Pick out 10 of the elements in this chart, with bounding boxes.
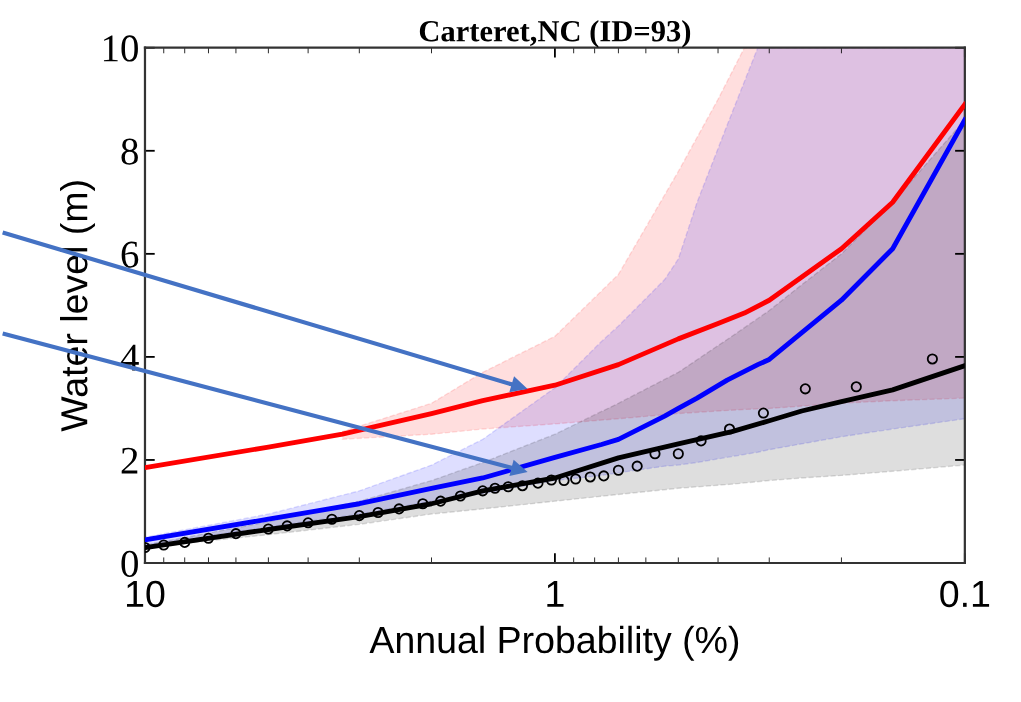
chart-title: Carteret,NC (ID=93): [419, 20, 691, 48]
y-axis-title: Water level (m): [60, 181, 95, 432]
y-tick-label: 0: [121, 550, 138, 577]
y-tick-label: 10: [103, 35, 138, 62]
y-tick-label: 8: [121, 138, 138, 165]
x-axis-title: Annual Probability (%): [369, 625, 739, 661]
y-tick-label: 6: [121, 241, 139, 268]
x-tick-label: 0.1: [940, 580, 990, 608]
x-tick-label: 1: [547, 581, 564, 607]
y-tick-label: 2: [121, 447, 138, 474]
